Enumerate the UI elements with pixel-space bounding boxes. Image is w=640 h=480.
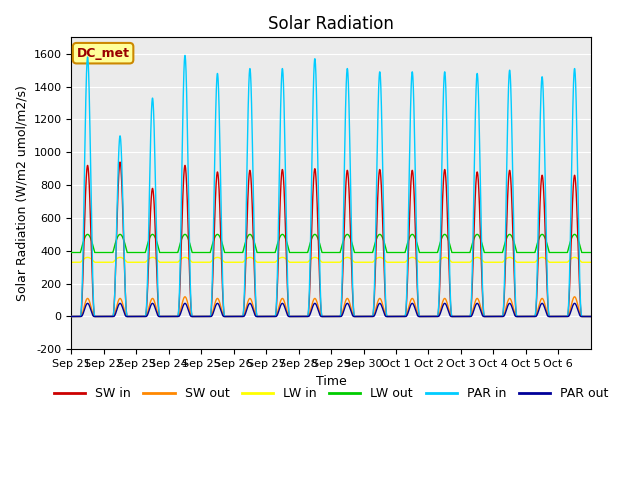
Text: DC_met: DC_met	[77, 47, 129, 60]
X-axis label: Time: Time	[316, 374, 346, 388]
Y-axis label: Solar Radiation (W/m2 umol/m2/s): Solar Radiation (W/m2 umol/m2/s)	[15, 85, 28, 301]
Legend: SW in, SW out, LW in, LW out, PAR in, PAR out: SW in, SW out, LW in, LW out, PAR in, PA…	[49, 383, 613, 406]
Title: Solar Radiation: Solar Radiation	[268, 15, 394, 33]
